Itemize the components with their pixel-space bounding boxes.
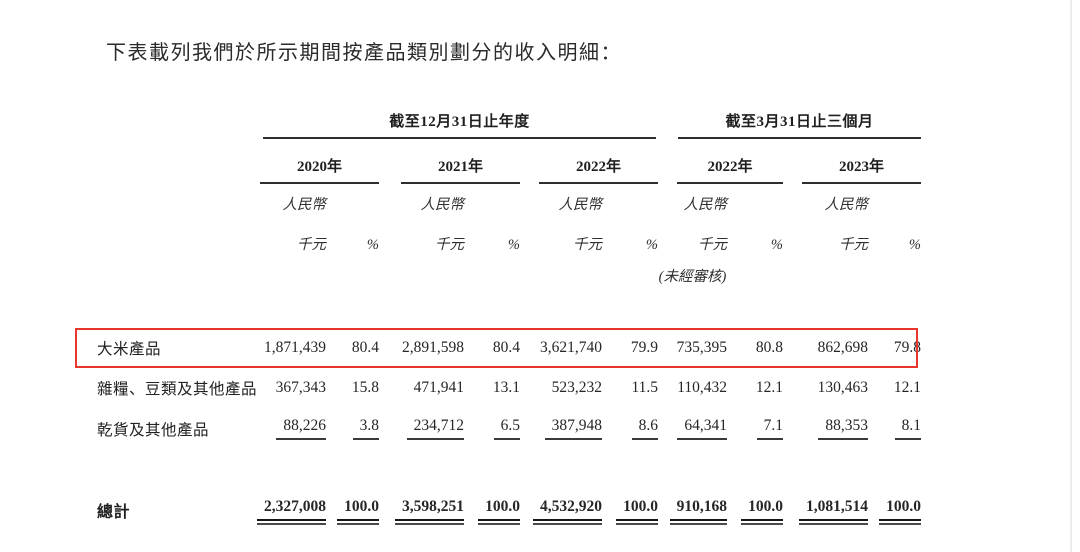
cell-value: 735,395 [676, 339, 728, 356]
period-group-header-row: 截至12月31日止年度 截至3月31日止三個月 [97, 105, 922, 139]
total-value: 910,168 [669, 498, 728, 525]
total-value: 100.0 [337, 498, 380, 525]
table-row-rice-products: 大米產品 1,871,439 80.4 2,891,598 80.4 3,621… [97, 328, 921, 368]
cell-value: 6.5 [493, 417, 521, 440]
period-header-quarterly: 截至3月31日止三個月 [678, 110, 922, 139]
cell-value: 387,948 [544, 417, 603, 440]
unit-header-row: 千元 % 千元 % 千元 % 千元 % 千元 % [97, 214, 921, 254]
unit-label: 千元 [839, 237, 869, 253]
currency-label: 人民幣 [282, 197, 327, 213]
cell-value: 11.5 [631, 379, 659, 396]
cell-value: 1,871,439 [264, 339, 327, 356]
unit-label: 千元 [297, 237, 327, 253]
intro-text: 下表載列我們於所示期間按產品類別劃分的收入明細： [106, 42, 622, 64]
total-value: 100.0 [616, 498, 659, 525]
year-header-2021: 2021年 [401, 155, 521, 184]
cell-value: 523,232 [551, 379, 603, 396]
cell-value: 3,621,740 [540, 339, 603, 356]
cell-value: 8.6 [631, 417, 659, 440]
total-label: 總計 [97, 504, 131, 521]
cell-value: 12.1 [755, 379, 784, 396]
unaudited-note: (未經審核) [658, 269, 727, 285]
cell-value: 471,941 [413, 379, 465, 396]
cell-value: 2,891,598 [402, 339, 465, 356]
total-value: 1,081,514 [799, 498, 869, 525]
period-header-annual: 截至12月31日止年度 [263, 110, 657, 139]
total-value: 3,598,251 [395, 498, 465, 525]
total-value: 100.0 [741, 498, 784, 525]
unit-label: 千元 [698, 237, 728, 253]
cell-value: 80.4 [351, 339, 380, 356]
cell-value: 80.8 [755, 339, 784, 356]
cell-value: 15.8 [351, 379, 380, 396]
table-row-total: 總計 2,327,008 100.0 3,598,251 100.0 4,532… [97, 496, 922, 532]
unaudited-note-row: (未經審核) [97, 254, 921, 286]
currency-header-row: 人民幣 人民幣 人民幣 人民幣 人民幣 [97, 184, 921, 214]
currency-label: 人民幣 [683, 197, 728, 213]
year-header-2022: 2022年 [539, 155, 659, 184]
table-row-mixed-grains: 雜糧、豆類及其他產品 367,343 15.8 471,941 13.1 523… [97, 368, 921, 408]
cell-value: 12.1 [893, 379, 922, 396]
row-label: 雜糧、豆類及其他產品 [97, 381, 258, 398]
unit-label: 千元 [435, 237, 465, 253]
year-header-2022-q1: 2022年 [677, 155, 784, 184]
row-label: 乾貨及其他產品 [97, 421, 210, 439]
currency-label: 人民幣 [420, 197, 465, 213]
year-header-2020: 2020年 [260, 155, 380, 184]
cell-value: 7.1 [756, 417, 784, 440]
cell-value: 367,343 [275, 379, 327, 396]
cell-value: 3.8 [352, 417, 380, 440]
revenue-by-product-table: 截至12月31日止年度 截至3月31日止三個月 2020年 2021年 2022… [97, 105, 922, 532]
total-value: 100.0 [879, 498, 922, 525]
currency-label: 人民幣 [558, 197, 603, 213]
cell-value: 80.4 [492, 339, 521, 356]
cell-value: 130,463 [817, 379, 869, 396]
percent-label: % [908, 237, 922, 253]
total-value: 100.0 [478, 498, 521, 525]
cell-value: 13.1 [492, 379, 521, 396]
total-value: 2,327,008 [257, 498, 327, 525]
cell-value: 88,226 [276, 417, 327, 440]
cell-value: 79.8 [893, 339, 922, 356]
cell-value: 64,341 [677, 417, 728, 440]
percent-label: % [645, 237, 659, 253]
percent-label: % [770, 237, 784, 253]
cell-value: 110,432 [677, 379, 728, 396]
percent-label: % [507, 237, 521, 253]
cell-value: 234,712 [406, 417, 465, 440]
table-row-dried-goods: 乾貨及其他產品 88,226 3.8 234,712 6.5 387,948 8… [97, 408, 922, 449]
cell-value: 88,353 [818, 417, 869, 440]
cell-value: 79.9 [630, 339, 659, 356]
cell-value: 862,698 [817, 339, 869, 356]
total-value: 4,532,920 [533, 498, 603, 525]
currency-label: 人民幣 [824, 197, 869, 213]
row-label: 大米產品 [97, 341, 162, 358]
year-header-row: 2020年 2021年 2022年 2022年 2023年 [97, 139, 922, 184]
percent-label: % [366, 237, 380, 253]
page-edge-divider [1070, 0, 1072, 552]
cell-value: 8.1 [894, 417, 922, 440]
year-header-2023-q1: 2023年 [802, 155, 922, 184]
unit-label: 千元 [573, 237, 603, 253]
